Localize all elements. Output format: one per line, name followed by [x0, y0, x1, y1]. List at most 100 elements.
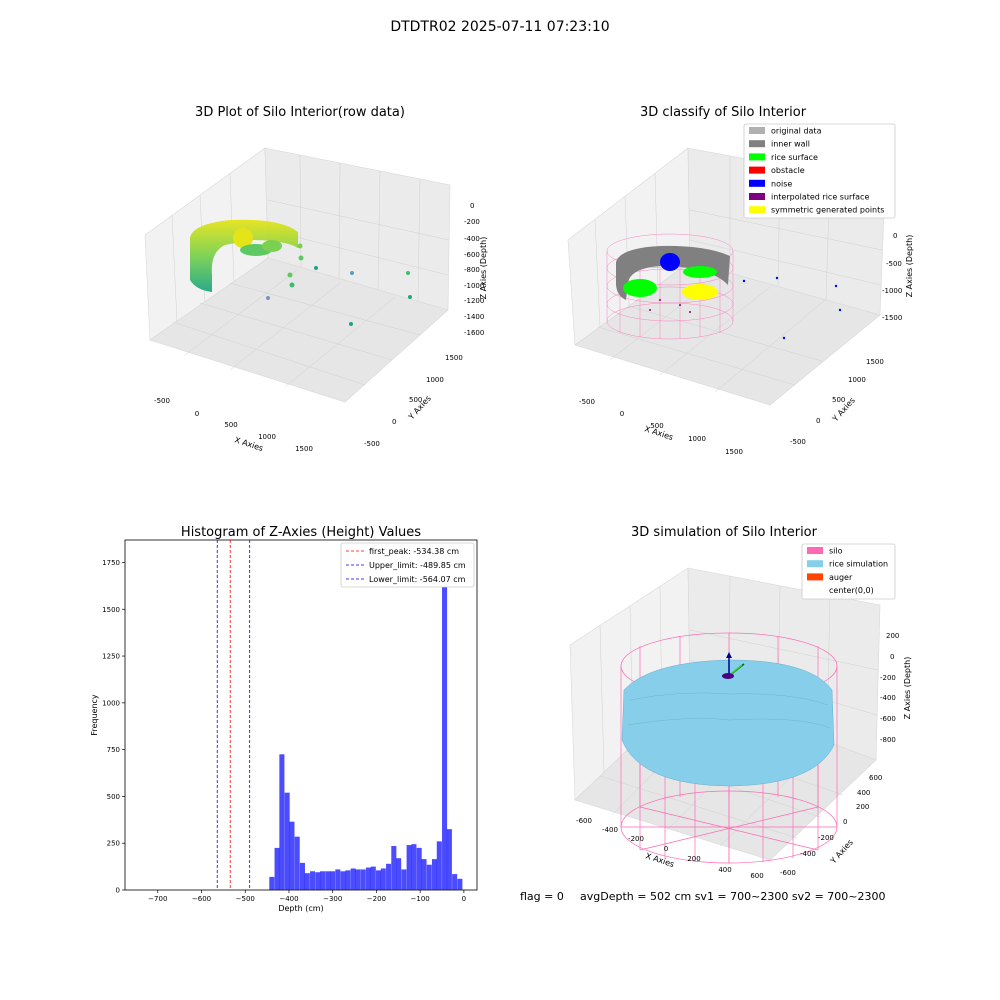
classify-ztick-label: -1500: [882, 314, 902, 322]
histogram-bar: [289, 821, 295, 890]
classify-ytick-label: -500: [790, 438, 806, 446]
histogram-bar: [350, 868, 356, 890]
simulation-ztick-label: -600: [880, 715, 896, 723]
histogram-bars: [269, 559, 463, 890]
histogram-bar: [406, 845, 412, 890]
legend-label: noise: [771, 179, 792, 188]
raw-ztick-label: -800: [464, 266, 480, 274]
histogram-legend: first_peak: -534.38 cm Upper_limit: -489.…: [340, 542, 475, 588]
legend-label: Upper_limit: -489.85 cm: [369, 561, 466, 570]
simulation-y-axis-label: Y Axies: [828, 838, 855, 866]
histogram-bar: [299, 862, 305, 890]
y-tick-label: 750: [107, 746, 120, 754]
legend-label: Lower_limit: -564.07 cm: [369, 575, 466, 584]
raw-ztick-label: -1000: [464, 282, 484, 290]
simulation-xtick-label: 200: [687, 855, 700, 863]
legend-swatch: [807, 560, 823, 568]
y-tick-label: 1250: [102, 653, 120, 661]
histogram-bar: [396, 858, 402, 890]
y-tick-label: 1500: [102, 606, 120, 614]
histogram-y-ticks: 0 250 500 750 1000 1250 1500 1750: [102, 559, 125, 895]
x-tick-label: −600: [192, 895, 211, 903]
x-tick-label: −300: [323, 895, 342, 903]
y-tick-label: 1000: [102, 699, 120, 707]
legend-swatch: [749, 140, 765, 148]
raw-point-cloud: [190, 219, 412, 326]
histogram-bar: [431, 859, 438, 890]
raw-xtick-label: -500: [154, 397, 170, 405]
x-tick-label: −200: [367, 895, 386, 903]
simulation-z-axis-label: Z Axies (Depth): [903, 657, 912, 720]
histogram-bar: [446, 829, 452, 890]
legend-label: rice simulation: [829, 560, 888, 569]
legend-frame: [801, 543, 896, 600]
classify-ytick-labels: -500 0 500 1000 1500: [790, 358, 884, 446]
classify-ztick-label: -500: [886, 260, 902, 268]
x-tick-label: −700: [148, 895, 167, 903]
classify-xtick-label: -500: [579, 398, 595, 406]
histogram-title: Histogram of Z-Axies (Height) Values: [181, 525, 421, 540]
legend-label: interpolated rice surface: [771, 193, 869, 202]
histogram-bar: [320, 871, 326, 890]
legend-label: inner wall: [771, 140, 810, 149]
classify-plot-title: 3D classify of Silo Interior: [640, 105, 807, 120]
simulation-ztick-label: 200: [886, 632, 899, 640]
raw-xtick-label: 1000: [258, 433, 276, 441]
histogram-bar: [457, 878, 463, 890]
classify-ytick-label: 500: [832, 396, 845, 404]
simulation-ytick-label: -200: [818, 834, 834, 842]
raw-ytick-label: 1500: [445, 354, 463, 362]
simulation-xtick-label: -400: [602, 826, 618, 834]
histogram-bar: [340, 871, 346, 890]
raw-xtick-label: 0: [195, 410, 199, 418]
classify-xtick-label: 1500: [725, 448, 743, 456]
legend-swatch: [749, 127, 765, 134]
classify-ztick-label: 0: [893, 232, 897, 240]
y-tick-label: 1750: [102, 559, 120, 567]
raw-ytick-label: 1000: [426, 376, 444, 384]
legend-swatch: [749, 193, 765, 200]
histogram-bar: [401, 869, 407, 890]
simulation-xtick-label: -600: [576, 817, 592, 825]
raw-ztick-label: -200: [464, 218, 480, 226]
histogram-bar: [436, 841, 442, 890]
histogram-bar: [442, 559, 448, 890]
simulation-ytick-label: 600: [869, 774, 882, 782]
legend-swatch: [749, 166, 765, 174]
legend-label: symmetric generated points: [771, 206, 884, 215]
legend-swatch: [749, 179, 765, 187]
histogram-bar: [279, 754, 285, 890]
raw-xtick-label: 1500: [295, 445, 313, 453]
legend-swatch: [749, 153, 765, 161]
simulation-x-axis-label: X Axies: [644, 851, 675, 869]
raw-plot-title: 3D Plot of Silo Interior(row data): [195, 105, 405, 120]
simulation-auger: [722, 652, 745, 679]
simulation-ztick-labels: 200 0 -200 -400 -600 -800: [880, 632, 899, 744]
classify-xtick-label: 1000: [688, 435, 706, 443]
y-tick-label: 500: [107, 793, 120, 801]
legend-swatch: [749, 206, 765, 214]
raw-ytick-label: -500: [364, 440, 380, 448]
simulation-xtick-label: 600: [750, 872, 763, 880]
histogram-bar: [309, 871, 316, 890]
panel-histogram: Histogram of Z-Axies (Height) Values −70…: [90, 525, 478, 913]
legend-frame: [340, 542, 475, 588]
figure-title: DTDTR02 2025-07-11 07:23:10: [390, 19, 609, 35]
raw-ytick-label: 500: [409, 396, 422, 404]
x-tick-label: −400: [279, 895, 298, 903]
avg-depth-readout: avgDepth = 502 cm sv1 = 700~2300 sv2 = 7…: [580, 890, 886, 903]
raw-xtick-label: 500: [224, 421, 237, 429]
histogram-x-ticks: −700 −600 −500 −400 −300 −200 −100 0: [148, 890, 466, 903]
classify-point-cloud: [616, 245, 842, 340]
histogram-bar: [325, 871, 331, 890]
histogram-bar: [284, 792, 290, 890]
raw-ztick-label: -1600: [464, 329, 484, 337]
classify-xtick-label: 0: [620, 410, 624, 418]
histogram-bar: [411, 844, 417, 890]
histogram-reference-lines: [216, 540, 251, 890]
y-tick-label: 0: [116, 887, 120, 895]
histogram-bar: [391, 846, 397, 890]
histogram-bar: [355, 869, 361, 890]
simulation-ztick-label: -800: [880, 736, 896, 744]
